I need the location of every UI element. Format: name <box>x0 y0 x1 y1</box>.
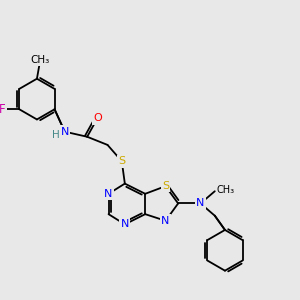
Text: N: N <box>61 127 69 137</box>
Text: F: F <box>0 103 5 116</box>
Text: N: N <box>161 216 170 226</box>
Text: CH₃: CH₃ <box>217 185 235 195</box>
Text: N: N <box>104 189 113 199</box>
Text: S: S <box>162 181 169 191</box>
Text: N: N <box>121 219 129 229</box>
Text: H: H <box>52 130 59 140</box>
Text: N: N <box>196 199 205 208</box>
Text: O: O <box>93 113 102 123</box>
Text: S: S <box>118 156 125 166</box>
Text: CH₃: CH₃ <box>30 56 50 65</box>
